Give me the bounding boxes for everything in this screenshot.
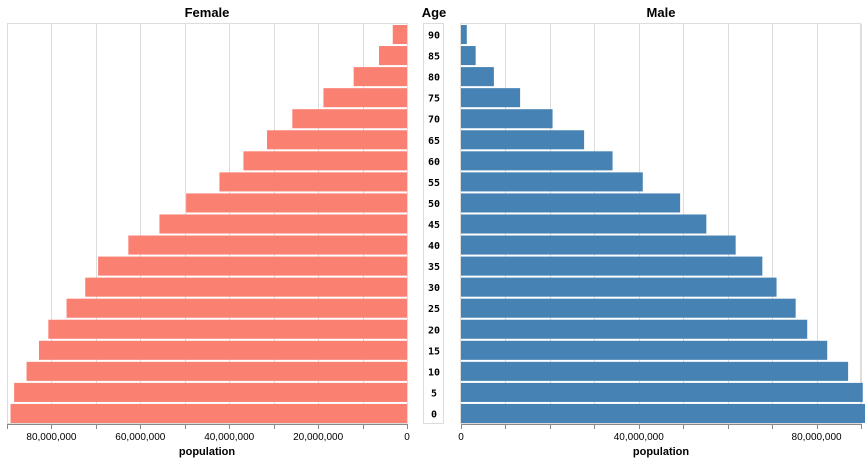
age-panel-title: Age: [422, 5, 447, 20]
male-bar-age-75: [461, 88, 521, 108]
male-bar-age-45: [461, 214, 707, 234]
age-label-80: 80: [428, 73, 440, 84]
age-label-70: 70: [428, 115, 440, 126]
male-bar-age-60: [461, 151, 613, 171]
age-label-20: 20: [428, 325, 440, 336]
male-bar-age-50: [461, 193, 681, 213]
male-tick-label: 80,000,000: [792, 432, 842, 443]
female-bar-age-15: [39, 340, 407, 360]
male-bar-age-85: [461, 46, 476, 66]
female-tick-label: 80,000,000: [26, 432, 76, 443]
age-label-10: 10: [428, 367, 440, 378]
female-bar-age-80: [353, 67, 407, 87]
age-label-40: 40: [428, 241, 440, 252]
age-label-45: 45: [428, 220, 440, 231]
male-bar-age-5: [461, 382, 863, 402]
male-tick-label: 0: [458, 432, 464, 443]
female-bar-age-30: [85, 277, 407, 297]
female-bar-age-90: [392, 25, 407, 45]
age-label-15: 15: [428, 346, 440, 357]
female-bar-age-50: [186, 193, 407, 213]
age-label-60: 60: [428, 157, 440, 168]
female-bar-age-70: [292, 109, 407, 129]
female-tick-label: 0: [404, 432, 410, 443]
female-bar-age-20: [48, 319, 407, 339]
age-label-5: 5: [431, 388, 437, 399]
female-bar-age-25: [66, 298, 408, 318]
male-bar-age-10: [461, 361, 849, 381]
male-bar-age-90: [461, 25, 467, 45]
age-label-25: 25: [428, 304, 440, 315]
female-tick-label: 40,000,000: [204, 432, 254, 443]
male-bar-age-80: [461, 67, 494, 87]
age-label-50: 50: [428, 199, 440, 210]
male-bar-age-25: [461, 298, 796, 318]
male-bar-age-55: [461, 172, 643, 192]
bars: [10, 25, 865, 423]
age-label-55: 55: [428, 178, 440, 189]
female-bar-age-40: [128, 235, 408, 255]
male-bar-age-15: [461, 340, 828, 360]
male-bar-age-40: [461, 235, 736, 255]
female-bar-age-85: [379, 46, 407, 66]
female-tick-label: 20,000,000: [293, 432, 343, 443]
female-panel-title: Female: [185, 5, 230, 20]
age-label-85: 85: [428, 52, 440, 63]
male-panel-title: Male: [647, 5, 676, 20]
female-bar-age-10: [26, 361, 408, 381]
male-bar-age-0: [461, 403, 865, 423]
age-label-30: 30: [428, 283, 440, 294]
female-bar-age-65: [267, 130, 407, 150]
age-column-frame: [423, 23, 444, 424]
female-bar-age-45: [159, 214, 407, 234]
female-x-axis-title: population: [179, 446, 235, 458]
female-bar-age-55: [219, 172, 407, 192]
age-label-65: 65: [428, 136, 440, 147]
male-bar-age-30: [461, 277, 777, 297]
age-label-75: 75: [428, 94, 440, 105]
x-axes: 80,000,000 60,000,000 40,000,000 20,000,000…: [7, 424, 862, 443]
female-bar-age-0: [10, 403, 408, 423]
female-bar-age-5: [14, 382, 407, 402]
age-label-90: 90: [428, 31, 440, 42]
male-bar-age-65: [461, 130, 585, 150]
male-x-axis-title: population: [633, 446, 689, 458]
male-bar-age-20: [461, 319, 808, 339]
male-tick-label: 40,000,000: [614, 432, 664, 443]
female-tick-label: 60,000,000: [115, 432, 165, 443]
age-label-35: 35: [428, 262, 440, 273]
male-bar-age-35: [461, 256, 763, 276]
age-label-0: 0: [431, 409, 437, 420]
female-bar-age-60: [243, 151, 407, 171]
male-bar-age-70: [461, 109, 553, 129]
female-bar-age-75: [323, 88, 407, 108]
female-bar-age-35: [98, 256, 407, 276]
